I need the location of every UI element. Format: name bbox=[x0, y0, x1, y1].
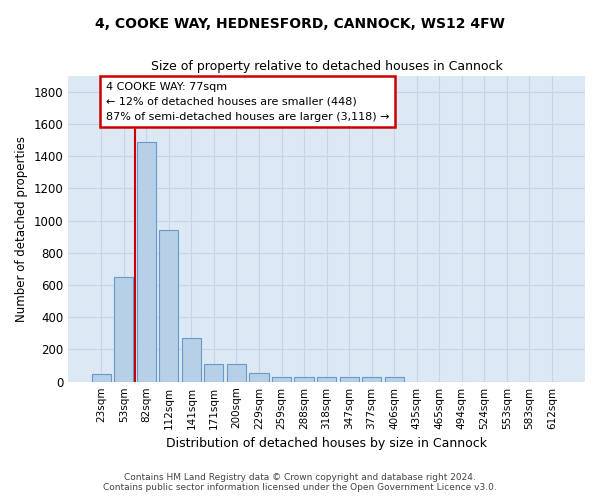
Bar bbox=[92, 374, 111, 382]
Text: 4 COOKE WAY: 77sqm
← 12% of detached houses are smaller (448)
87% of semi-detach: 4 COOKE WAY: 77sqm ← 12% of detached hou… bbox=[106, 82, 389, 122]
Bar bbox=[182, 338, 201, 382]
Bar bbox=[137, 142, 156, 382]
X-axis label: Distribution of detached houses by size in Cannock: Distribution of detached houses by size … bbox=[166, 437, 487, 450]
Bar bbox=[317, 377, 336, 382]
Bar bbox=[385, 377, 404, 382]
Bar bbox=[340, 377, 359, 382]
Bar bbox=[295, 377, 314, 382]
Bar bbox=[362, 377, 381, 382]
Bar bbox=[159, 230, 178, 382]
Bar bbox=[114, 277, 133, 382]
Bar bbox=[250, 373, 269, 382]
Title: Size of property relative to detached houses in Cannock: Size of property relative to detached ho… bbox=[151, 60, 502, 73]
Bar bbox=[227, 364, 246, 382]
Y-axis label: Number of detached properties: Number of detached properties bbox=[15, 136, 28, 322]
Bar bbox=[272, 377, 291, 382]
Bar bbox=[205, 364, 223, 382]
Text: 4, COOKE WAY, HEDNESFORD, CANNOCK, WS12 4FW: 4, COOKE WAY, HEDNESFORD, CANNOCK, WS12 … bbox=[95, 18, 505, 32]
Text: Contains HM Land Registry data © Crown copyright and database right 2024.
Contai: Contains HM Land Registry data © Crown c… bbox=[103, 473, 497, 492]
